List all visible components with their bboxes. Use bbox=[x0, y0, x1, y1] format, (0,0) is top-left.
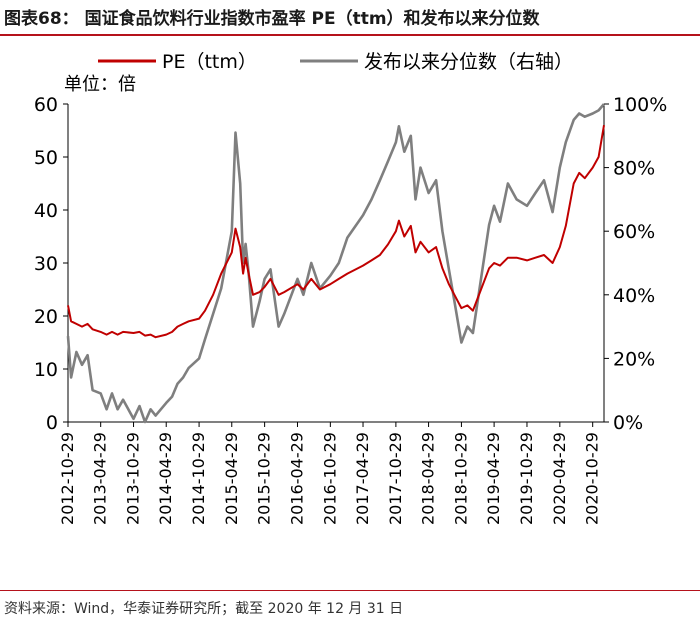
series-layer bbox=[66, 103, 605, 424]
title-rule bbox=[0, 34, 700, 36]
x-tick-label: 2020-10-29 bbox=[583, 432, 602, 525]
right-tick-label: 20% bbox=[613, 348, 655, 370]
chart: 0 10 20 30 40 50 60 0% 20% 40% 60% 80% 100% 单位：倍 2012-… bbox=[34, 51, 668, 525]
x-tick-label: 2016-04-29 bbox=[287, 432, 306, 525]
x-tick-label: 2014-04-29 bbox=[156, 432, 175, 525]
left-tick-label: 40 bbox=[34, 200, 58, 222]
left-tick-label: 50 bbox=[34, 147, 58, 169]
percentile-series-line bbox=[66, 103, 605, 424]
right-tick-label: 60% bbox=[613, 221, 655, 243]
x-tick-label: 2018-04-29 bbox=[419, 432, 438, 525]
legend-label: PE（ttm） bbox=[162, 51, 257, 73]
x-tick-label: 2018-10-29 bbox=[451, 432, 470, 525]
footer-rule bbox=[0, 590, 700, 591]
left-tick-label: 60 bbox=[34, 94, 58, 116]
x-tick-label: 2013-04-29 bbox=[91, 432, 110, 525]
source-note: 资料来源：Wind，华泰证券研究所；截至 2020 年 12 月 31 日 bbox=[4, 601, 404, 617]
x-tick-label: 2012-10-29 bbox=[58, 432, 77, 525]
right-tick-label: 40% bbox=[613, 285, 655, 307]
right-tick-label: 100% bbox=[613, 94, 667, 116]
x-tick-label: 2019-04-29 bbox=[484, 432, 503, 525]
legend: PE（ttm） 发布以来分位数（右轴） bbox=[98, 51, 573, 73]
left-tick-label: 20 bbox=[34, 306, 58, 328]
x-tick-label: 2015-10-29 bbox=[255, 432, 274, 525]
pe-series-line bbox=[67, 125, 605, 339]
axes: 0 10 20 30 40 50 60 0% 20% 40% 60% 80% 100% 单位：倍 2012-… bbox=[34, 74, 668, 525]
x-tick-label: 2017-04-29 bbox=[353, 432, 372, 525]
x-tick-label: 2017-10-29 bbox=[386, 432, 405, 525]
x-tick-label: 2019-10-29 bbox=[517, 432, 536, 525]
x-tick-label: 2014-10-29 bbox=[189, 432, 208, 525]
left-tick-label: 10 bbox=[34, 359, 58, 381]
x-tick-label: 2020-04-29 bbox=[550, 432, 569, 525]
left-tick-label: 30 bbox=[34, 253, 58, 275]
legend-label: 发布以来分位数（右轴） bbox=[364, 51, 573, 73]
figure-title: 图表68： 国证食品饮料行业指数市盈率 PE（ttm）和发布以来分位数 bbox=[4, 9, 540, 29]
unit-label: 单位：倍 bbox=[64, 74, 136, 95]
x-tick-label: 2013-10-29 bbox=[124, 432, 143, 525]
right-tick-label: 0% bbox=[613, 412, 643, 434]
right-tick-label: 80% bbox=[613, 158, 655, 180]
left-tick-label: 0 bbox=[46, 412, 58, 434]
x-tick-label: 2016-10-29 bbox=[320, 432, 339, 525]
x-tick-label: 2015-04-29 bbox=[222, 432, 241, 525]
